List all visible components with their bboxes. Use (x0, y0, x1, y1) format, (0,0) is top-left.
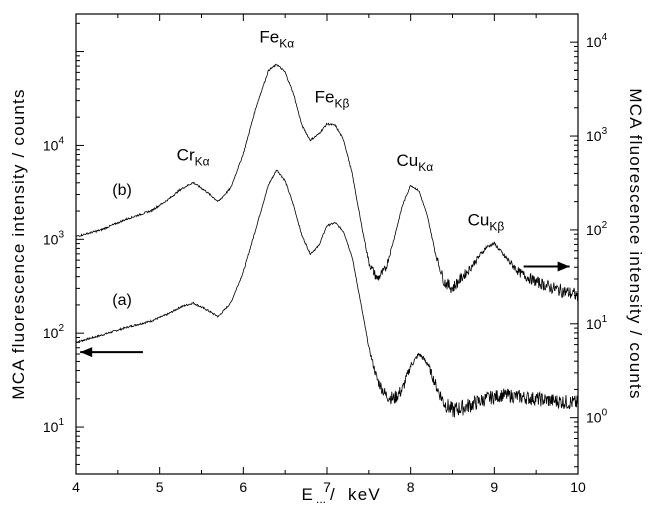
x-tick-label: 8 (407, 479, 415, 495)
peak-label: FeKα (259, 27, 294, 50)
x-tick-label: 7 (323, 479, 331, 495)
series-label: (a) (112, 292, 132, 309)
y-axis-title-left: MCA fluorescence intensity / counts (9, 88, 28, 399)
peak-label: CrKα (177, 145, 210, 168)
x-axis-unit: / (330, 485, 336, 504)
y-axis-title-right: MCA fluorescence intensity / counts (626, 88, 645, 399)
x-tick-label: 4 (72, 479, 80, 495)
peak-label: CuKα (397, 151, 434, 174)
axis-arrow-head (557, 261, 570, 272)
x-tick-label: 9 (490, 479, 498, 495)
curve-group (75, 63, 579, 418)
spectrum-line-b (75, 63, 579, 302)
left-y-tick-label: 101 (43, 417, 65, 435)
tick-group: 4 5 6 7 8 9 10 101 102 103 104 100 101 102 103 104 (43, 14, 608, 495)
x-axis-title: E ... / keV (301, 485, 381, 506)
svg-text:...: ... (316, 492, 326, 506)
axis-arrow-head (80, 347, 93, 358)
left-y-tick-label: 103 (43, 229, 65, 247)
left-y-tick-label: 102 (43, 323, 65, 341)
peak-label: CuKβ (468, 210, 505, 233)
svg-text:E: E (301, 485, 314, 504)
svg-text:keV: keV (348, 485, 381, 504)
x-tick-label: 5 (156, 479, 164, 495)
right-y-tick-label: 104 (586, 32, 608, 50)
x-tick-label: 6 (239, 479, 247, 495)
peak-label: FeKβ (315, 88, 350, 111)
plot-frame (75, 13, 579, 475)
right-y-tick-label: 103 (586, 126, 608, 144)
series-label: (b) (112, 182, 132, 199)
label-group: (a) (b) CrKα FeKα FeKβ CuKα CuKβ (80, 27, 570, 358)
right-y-tick-label: 101 (586, 314, 608, 332)
left-y-tick-label: 104 (43, 135, 65, 153)
right-y-tick-label: 102 (586, 220, 608, 238)
spectrum-line-a (75, 169, 579, 418)
x-tick-label: 10 (570, 479, 586, 495)
right-y-tick-label: 100 (586, 408, 608, 426)
